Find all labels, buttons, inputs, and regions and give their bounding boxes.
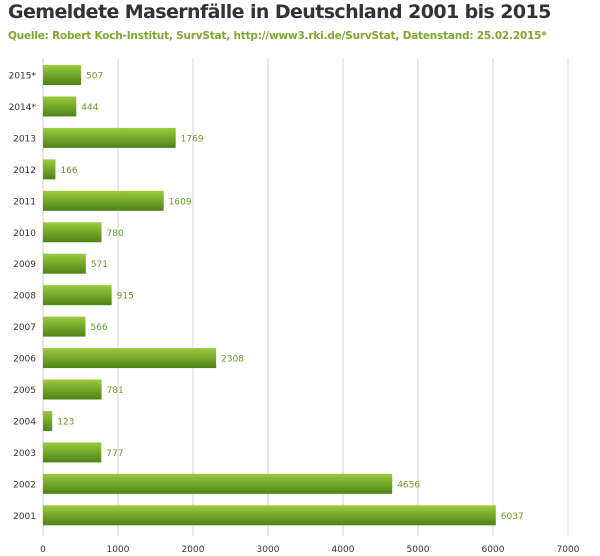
labels: 0 1000 2000 3000 4000 5000 6000 7000 2015* 507 201… xyxy=(9,72,580,556)
category-label: 2002 xyxy=(13,480,36,490)
bar-2014 xyxy=(43,96,77,117)
value-label: 915 xyxy=(117,292,134,302)
value-label: 507 xyxy=(86,72,103,82)
category-label: 2013 xyxy=(13,134,36,144)
value-label: 166 xyxy=(60,166,77,176)
category-label: 2009 xyxy=(13,260,36,270)
value-label: 123 xyxy=(57,417,74,427)
bar-2001 xyxy=(43,505,496,526)
category-label: 2001 xyxy=(13,512,36,522)
bar-2002 xyxy=(43,473,393,494)
bar-2012 xyxy=(43,159,56,180)
value-label: 4656 xyxy=(397,480,420,490)
bar-2015 xyxy=(43,65,82,85)
bar-2011 xyxy=(43,190,164,211)
category-label: 2015* xyxy=(9,72,37,82)
bar-2013 xyxy=(43,127,176,148)
bar-2008 xyxy=(43,285,112,306)
chart-source: Quelle: Robert Koch-Institut, SurvStat, … xyxy=(8,30,547,42)
value-label: 777 xyxy=(106,449,123,459)
bar-2010 xyxy=(43,222,102,243)
category-label: 2008 xyxy=(13,292,36,302)
bar-2005 xyxy=(43,379,102,400)
category-label: 2010 xyxy=(13,229,36,239)
category-label: 2003 xyxy=(13,449,36,459)
value-label: 571 xyxy=(91,260,108,270)
value-label: 566 xyxy=(90,323,107,333)
x-tick-label: 7000 xyxy=(557,545,580,555)
x-tick-label: 6000 xyxy=(482,545,505,555)
bar-2004 xyxy=(43,410,53,431)
x-tick-label: 4000 xyxy=(332,545,355,555)
value-label: 2308 xyxy=(221,355,244,365)
chart-title: Gemeldete Masernfälle in Deutschland 200… xyxy=(8,1,551,23)
bar-2006 xyxy=(43,348,217,369)
value-label: 6037 xyxy=(501,512,524,522)
category-label: 2007 xyxy=(13,323,36,333)
value-label: 1769 xyxy=(181,134,204,144)
bar-2007 xyxy=(43,316,86,337)
value-label: 444 xyxy=(81,103,98,113)
bar-2003 xyxy=(43,442,102,463)
value-label: 1609 xyxy=(169,197,192,207)
x-tick-label: 3000 xyxy=(257,545,280,555)
category-label: 2014* xyxy=(9,103,37,113)
x-tick-label: 5000 xyxy=(407,545,430,555)
value-label: 781 xyxy=(107,386,124,396)
category-label: 2006 xyxy=(13,355,36,365)
category-label: 2012 xyxy=(13,166,36,176)
bars xyxy=(43,65,496,526)
value-label: 780 xyxy=(107,229,124,239)
category-label: 2005 xyxy=(13,386,36,396)
x-tick-label: 0 xyxy=(40,545,46,555)
bar-2009 xyxy=(43,253,86,274)
category-label: 2004 xyxy=(13,417,36,427)
category-label: 2011 xyxy=(13,197,36,207)
x-tick-label: 2000 xyxy=(182,545,205,555)
x-tick-label: 1000 xyxy=(107,545,130,555)
